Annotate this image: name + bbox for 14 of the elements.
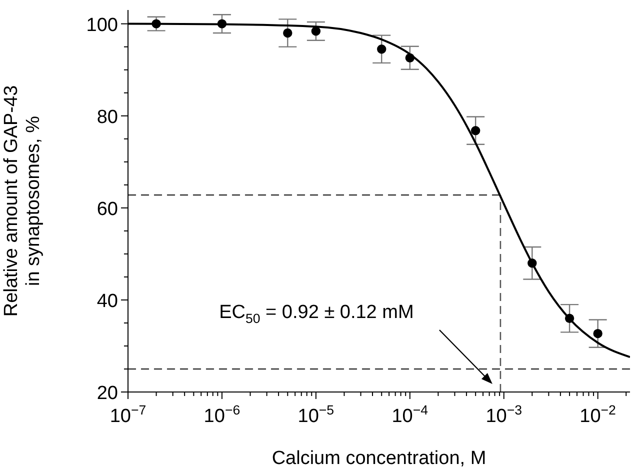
y-tick-label: 60	[96, 198, 118, 220]
y-tick-label: 40	[96, 290, 118, 312]
x-tick-label: 10$^{−2}$	[580, 402, 616, 427]
x-tick-label: 10$^{−5}$	[298, 402, 334, 427]
x-tick-label: 10$^{−3}$	[486, 402, 522, 427]
y-tick-label: 80	[96, 106, 118, 128]
annotation: EC$_{50}$ = 0.92 ± 0.12 mM	[219, 302, 414, 326]
y-tick-label: 100	[86, 14, 118, 36]
x-tick-label: 10$^{−7}$	[110, 402, 146, 427]
y-tick-label: 20	[96, 383, 118, 404]
y-axis-title: Relative amount of GAP-43 in synaptosomes, %	[1, 85, 44, 317]
x-tick-label: 10$^{−4}$	[392, 402, 428, 427]
x-tick-label: 10$^{−6}$	[204, 402, 240, 427]
x-axis-title: Calcium concentration, M	[272, 448, 486, 469]
